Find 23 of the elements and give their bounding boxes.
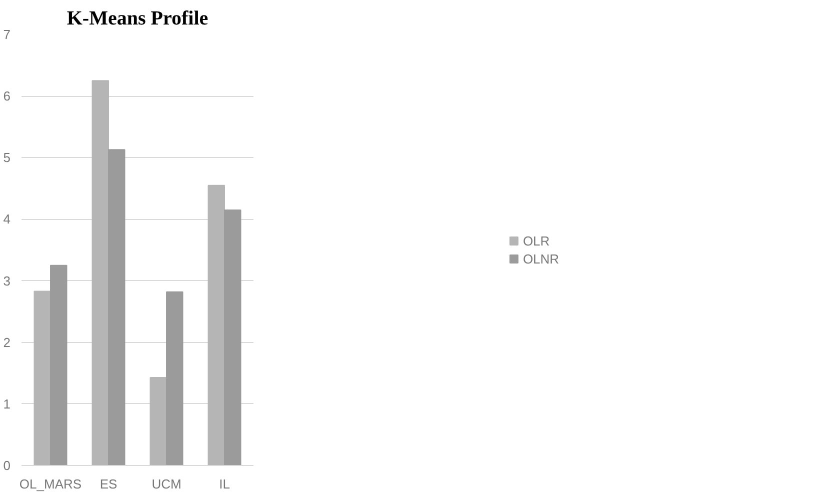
bar [50,264,68,466]
bar [208,184,225,466]
bar [34,290,51,466]
x-tick-label: UCM [152,476,182,492]
x-tick-label: OL_MARS [19,476,82,492]
bar [224,209,242,466]
y-tick-label: 2 [3,334,11,350]
bar [108,149,126,466]
chart-title: K-Means Profile [66,8,208,30]
legend-label: OLR [522,233,550,248]
x-tick-label: IL [219,476,230,492]
y-tick-label: 0 [3,458,11,473]
y-tick-label: 3 [3,273,11,288]
legend-label: OLNR [522,251,560,266]
bar [166,291,184,466]
y-tick-label: 6 [3,88,11,104]
y-tick-label: 4 [3,212,11,227]
y-tick-label: 7 [3,27,11,42]
bar [92,80,109,466]
x-tick-label: ES [100,476,118,492]
y-tick-label: 5 [3,150,11,166]
bar [150,376,167,466]
y-tick-label: 1 [3,396,11,412]
